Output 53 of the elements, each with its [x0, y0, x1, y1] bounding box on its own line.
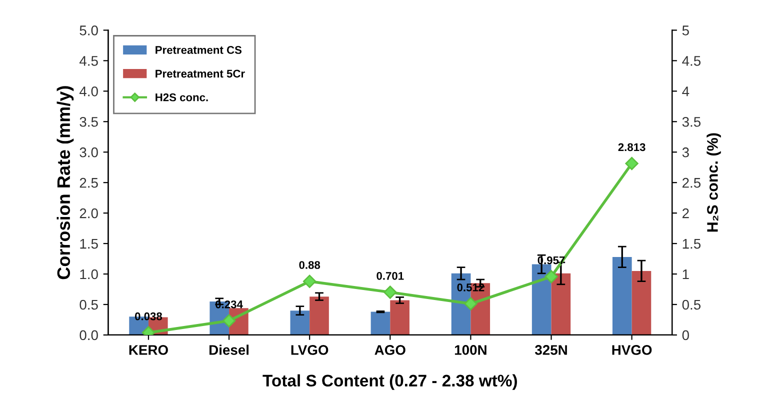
x-tick-label: KERO: [129, 345, 168, 355]
legend-label: H2S conc.: [156, 93, 208, 102]
point: [222, 314, 236, 328]
bar: [532, 264, 552, 335]
bar: [310, 296, 329, 335]
y-tick-label: 2.5: [80, 178, 98, 188]
legend-label: Pretreatment CS: [156, 46, 242, 54]
x-tick-label: 100N: [454, 345, 486, 355]
data-label: 0.701: [376, 272, 404, 280]
y2-tick-label: 1.5: [682, 239, 701, 249]
x-tick-label: LVGO: [291, 345, 328, 355]
y-tick-label: 0.5: [80, 300, 98, 310]
point: [625, 156, 638, 170]
y-tick-label: 4.5: [79, 56, 98, 66]
y-tick-label: 1.5: [80, 239, 98, 249]
y2-axis-title: H₂S conc. (%): [706, 133, 721, 232]
y-tick-label: 0.0: [80, 330, 98, 340]
y2-tick-label: 2.5: [682, 178, 701, 188]
y-tick-label: 2.0: [80, 208, 98, 218]
x-tick-label: HVGO: [612, 345, 652, 355]
bar: [632, 270, 652, 335]
y-axis-title: Corrosion Rate (mm/y): [56, 86, 74, 280]
bar: [612, 256, 632, 335]
point: [384, 286, 397, 299]
y2-tick-label: 2: [682, 208, 689, 218]
y2-tick-label: 0.5: [682, 300, 701, 310]
x-tick-label: 325N: [534, 345, 567, 355]
y-tick-label: 1.0: [80, 269, 98, 280]
y-tick-label: 4.0: [79, 86, 98, 96]
y2-tick-label: 3.5: [682, 116, 701, 127]
y2-tick-label: 5: [682, 26, 689, 36]
bar: [551, 273, 571, 335]
point: [464, 297, 478, 310]
x-axis-title: Total S Content (0.27 - 2.38 wt%): [262, 374, 517, 390]
y-tick-label: 5.0: [80, 26, 98, 36]
y-tick-label: 3.0: [80, 147, 98, 158]
point: [303, 274, 316, 288]
x-tick-label: Diesel: [210, 344, 249, 355]
data-label: 2.813: [618, 143, 646, 152]
bar: [290, 310, 310, 335]
y-tick-label: 3.5: [80, 116, 98, 127]
data-label: 0.88: [299, 261, 320, 269]
bar: [370, 312, 390, 335]
bar: [390, 300, 410, 335]
y2-tick-label: 1: [682, 269, 689, 280]
y2-tick-label: 4: [682, 86, 690, 96]
legend-label: Pretreatment 5Cr: [156, 70, 245, 78]
x-tick-label: AGO: [374, 345, 406, 355]
y2-tick-label: 4.5: [682, 56, 701, 66]
y2-tick-label: 0: [682, 330, 689, 340]
data-label: 0.512: [457, 284, 484, 292]
point: [544, 270, 558, 284]
y2-tick-label: 3: [682, 147, 689, 158]
